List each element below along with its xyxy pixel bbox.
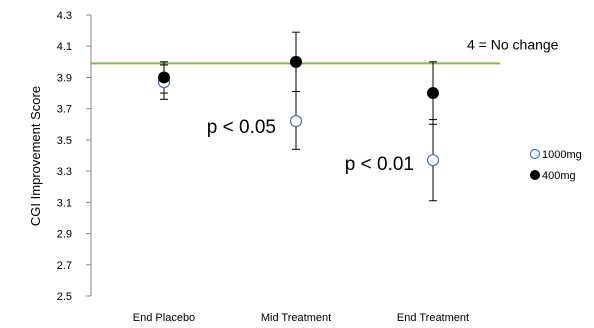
y-tick-label: 3.5 <box>57 135 72 147</box>
x-axis-categories: End Placebo Mid Treatment End Treatment <box>133 312 469 324</box>
point-1000mg <box>426 154 440 167</box>
y-tick-label: 4.3 <box>57 10 72 22</box>
data-points <box>157 55 440 167</box>
y-tick-label: 4.1 <box>57 41 72 53</box>
y-tick-label: 2.5 <box>57 291 72 303</box>
legend: 1000mg 400mg <box>529 148 582 182</box>
y-axis-title: CGI Improvement Score <box>28 86 43 226</box>
legend-marker-1000mg <box>529 148 541 160</box>
p-value-annotation-mid: p < 0.05 <box>207 117 276 138</box>
point-400mg <box>427 87 439 100</box>
legend-marker-400mg <box>530 170 540 180</box>
y-axis-ticks: 2.5 2.7 2.9 3.1 3.3 3.5 3.7 3.9 4.1 4.3 <box>57 10 91 303</box>
point-1000mg <box>289 115 303 128</box>
y-tick-label: 3.1 <box>57 197 72 209</box>
x-category-label: End Placebo <box>133 312 195 324</box>
y-tick-label: 2.7 <box>57 260 72 272</box>
y-tick-label: 3.7 <box>57 104 72 116</box>
y-tick-label: 3.9 <box>57 72 72 84</box>
p-value-annotation-end: p < 0.01 <box>345 154 414 175</box>
y-tick-label: 3.3 <box>57 166 72 178</box>
reference-line-label: 4 = No change <box>467 36 559 52</box>
legend-label-1000mg: 1000mg <box>542 149 582 161</box>
point-400mg <box>290 55 302 68</box>
y-tick-label: 2.9 <box>57 229 72 241</box>
legend-label-400mg: 400mg <box>542 170 576 182</box>
x-category-label: Mid Treatment <box>261 312 331 324</box>
point-400mg <box>158 71 170 84</box>
x-category-label: End Treatment <box>397 312 469 324</box>
